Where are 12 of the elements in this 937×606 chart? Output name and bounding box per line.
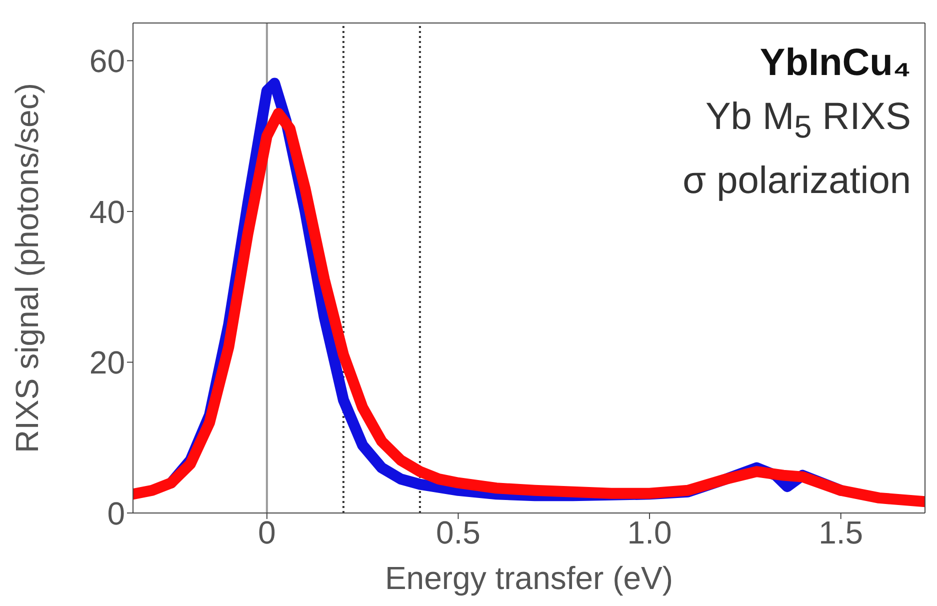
x-tick-label: 1.0 xyxy=(627,514,672,551)
annotation: YbInCu₄ xyxy=(758,41,911,86)
y-axis-title: RIXS signal (photons/sec) xyxy=(8,83,45,453)
x-axis-title: Energy transfer (eV) xyxy=(384,560,674,596)
y-tick-label: 20 xyxy=(89,344,125,381)
y-tick-label: 40 xyxy=(89,194,125,230)
x-tick-label: 0.5 xyxy=(436,514,480,551)
x-tick-label: 1.5 xyxy=(818,514,864,551)
annotation: σ polarization xyxy=(682,158,911,204)
annotation: Yb M$_{5}$ RIXS xyxy=(704,95,911,147)
y-tick-label: 60 xyxy=(89,43,125,80)
x-tick-label: 0 xyxy=(258,514,276,551)
